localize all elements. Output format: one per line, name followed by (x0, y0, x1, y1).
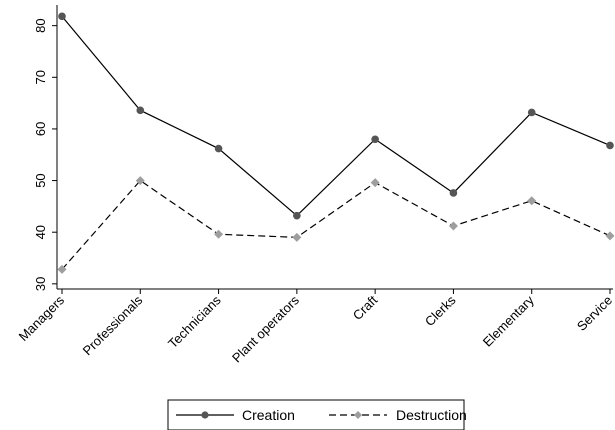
point-creation (293, 211, 301, 220)
legend-box (167, 399, 465, 430)
point-destruction (605, 231, 615, 241)
legend-label-creation: Creation (242, 407, 295, 423)
legend-marker-creation (201, 411, 209, 419)
point-creation (527, 108, 536, 117)
x-tick-label: Clerks (422, 292, 459, 329)
x-tick-label: Service (574, 293, 615, 334)
y-tick-label: 40 (33, 225, 48, 239)
point-destruction (57, 264, 67, 274)
plot-frame (56, 5, 613, 290)
legend-entry-creation: Creation (176, 407, 295, 423)
y-tick-label: 70 (33, 70, 48, 84)
y-tick-label: 60 (33, 122, 48, 136)
point-destruction (370, 178, 380, 188)
x-tick-label: Plant operators (229, 292, 302, 365)
legend: Creation Destruction (167, 399, 467, 430)
legend-marker-destruction (354, 411, 362, 419)
series-line-creation (61, 15, 611, 217)
y-tick-label: 30 (33, 277, 48, 291)
series-markers (57, 12, 615, 274)
point-creation (449, 189, 458, 197)
series-lines (61, 15, 611, 270)
point-destruction (135, 176, 145, 186)
x-tick-label: Craft (350, 292, 381, 323)
legend-label-destruction: Destruction (396, 407, 467, 423)
y-tick-label: 80 (33, 18, 48, 32)
x-axis-ticks: Managers Professionals Technicians Plant op… (16, 289, 615, 365)
point-creation (371, 135, 379, 144)
x-tick-label: Professionals (80, 292, 146, 358)
point-destruction (527, 196, 537, 206)
point-destruction (448, 221, 458, 231)
x-tick-label: Elementary (480, 292, 537, 349)
series-line-destruction (61, 179, 611, 270)
point-creation (606, 141, 614, 150)
y-tick-label: 50 (33, 173, 48, 187)
x-tick-label: Managers (16, 292, 68, 344)
point-creation (136, 106, 145, 115)
x-tick-label: Technicians (165, 292, 224, 351)
point-destruction (292, 232, 302, 242)
point-creation (214, 144, 223, 153)
legend-entry-destruction: Destruction (329, 407, 467, 423)
point-destruction (214, 229, 224, 239)
point-creation (58, 12, 66, 21)
y-axis-ticks: 30 40 50 60 70 80 (33, 18, 57, 291)
